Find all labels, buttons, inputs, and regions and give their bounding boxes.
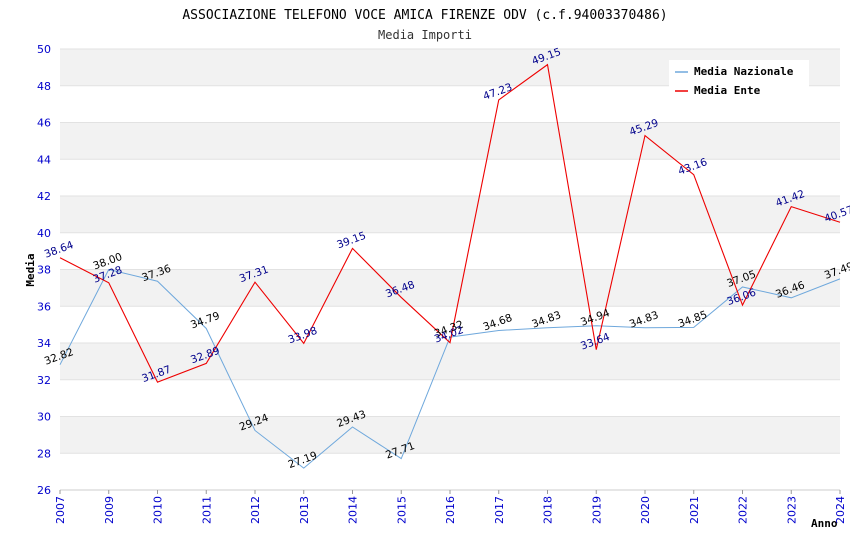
background-bands: [60, 49, 840, 454]
grid-band: [60, 196, 840, 233]
chart-title: ASSOCIAZIONE TELEFONO VOCE AMICA FIRENZE…: [182, 8, 667, 23]
y-tick-label: 36: [37, 300, 51, 313]
y-tick-label: 30: [37, 411, 51, 424]
y-tick-label: 32: [37, 374, 51, 387]
x-tick-label: 2013: [298, 496, 311, 524]
x-tick-label: 2020: [639, 496, 652, 524]
chart-subtitle: Media Importi: [378, 28, 472, 42]
x-tick-label: 2016: [444, 496, 457, 524]
x-tick-label: 2015: [395, 496, 408, 524]
legend-box: [669, 60, 809, 102]
data-label: 34.79: [189, 310, 221, 332]
x-tick-label: 2011: [200, 496, 213, 524]
x-axis-ticks: 2007 2009 2010 2011 2012 2013 2014 2015 2016 2017…: [54, 490, 847, 524]
x-tick-label: 2024: [834, 496, 847, 524]
y-tick-label: 46: [37, 117, 51, 130]
x-tick-label: 2012: [249, 496, 262, 524]
grid-band: [60, 416, 840, 454]
data-label: 38.64: [43, 239, 76, 261]
legend: Media Nazionale Media Ente: [669, 60, 809, 102]
x-tick-label: 2018: [542, 496, 555, 524]
y-tick-label: 40: [37, 227, 51, 240]
y-tick-label: 34: [37, 337, 51, 350]
data-labels: 32.8238.0037.3634.7929.2427.1929.4327.71…: [43, 46, 850, 471]
y-tick-label: 44: [37, 153, 51, 166]
x-tick-label: 2023: [785, 496, 798, 524]
x-tick-label: 2022: [737, 496, 750, 524]
series-line-ente: [59, 63, 841, 383]
x-axis-title: Anno: [811, 517, 838, 530]
series-lines: [59, 63, 841, 469]
y-tick-label: 38: [37, 264, 51, 277]
grid-band: [60, 269, 840, 307]
x-tick-label: 2007: [54, 496, 67, 524]
grid-band: [60, 122, 840, 160]
x-tick-label: 2009: [103, 496, 116, 524]
y-axis-title: Media: [24, 253, 37, 286]
grid-band: [60, 343, 840, 380]
x-tick-label: 2021: [688, 496, 701, 524]
y-tick-label: 48: [37, 80, 51, 93]
y-tick-label: 26: [37, 484, 51, 497]
x-tick-label: 2019: [590, 496, 603, 524]
y-tick-label: 42: [37, 190, 51, 203]
y-axis-ticks: 26 28 30 32 34 36 38 40 42 44 46 48 50: [37, 43, 51, 497]
y-tick-label: 50: [37, 43, 51, 56]
y-tick-label: 28: [37, 447, 51, 460]
x-tick-label: 2014: [347, 496, 360, 524]
legend-label-nazionale: Media Nazionale: [694, 65, 794, 78]
x-tick-label: 2010: [152, 496, 165, 524]
series-line-nazionale: [59, 268, 841, 469]
x-tick-label: 2017: [493, 496, 506, 524]
legend-label-ente: Media Ente: [694, 84, 761, 97]
